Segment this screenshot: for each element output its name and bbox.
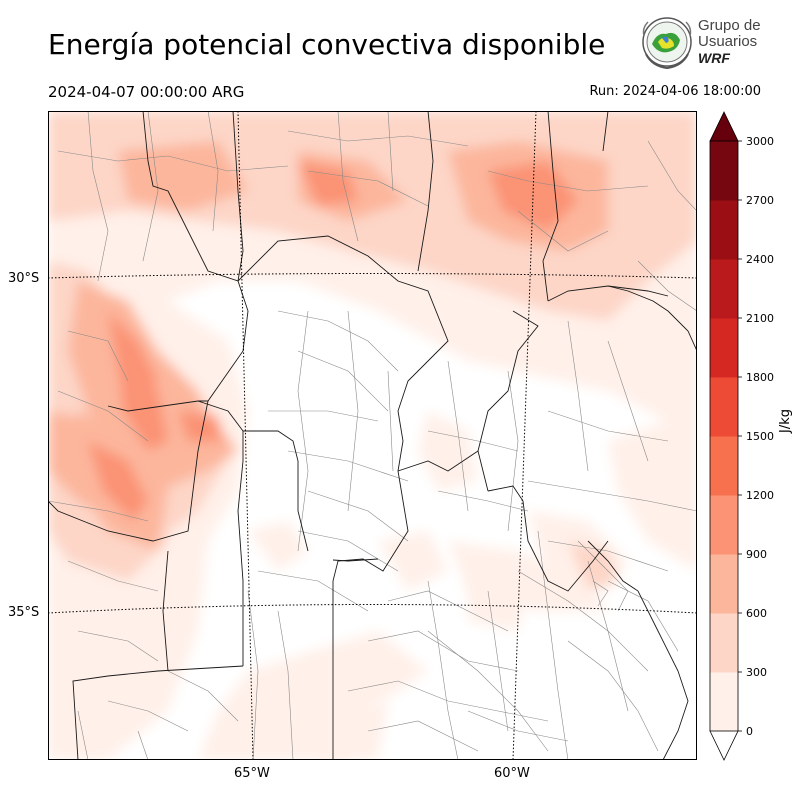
lat-label-35s: 35°S bbox=[8, 605, 40, 620]
colorbar-swatch bbox=[710, 495, 738, 555]
lon-label-60w: 60°W bbox=[494, 766, 530, 781]
colorbar-tick-label: 600 bbox=[746, 607, 767, 620]
lat-label-30s: 30°S bbox=[8, 271, 40, 286]
department-borders bbox=[48, 111, 697, 760]
colorbar-swatch bbox=[710, 318, 738, 378]
cape-shading-south bbox=[248, 511, 628, 760]
colorbar-swatch bbox=[710, 377, 738, 437]
lon-label-65w: 65°W bbox=[234, 766, 270, 781]
valid-time-label: 2024-04-07 00:00:00 ARG bbox=[48, 83, 245, 101]
logo-line-1: Grupo de bbox=[698, 17, 761, 34]
map-frame bbox=[48, 111, 697, 760]
colorbar-swatch bbox=[710, 672, 738, 732]
colorbar-tick-label: 2100 bbox=[746, 312, 774, 325]
colorbar-segments bbox=[709, 111, 739, 761]
colorbar-tick-label: 1800 bbox=[746, 371, 774, 384]
cape-map bbox=[48, 111, 697, 760]
logo-line-2: Usuarios bbox=[698, 33, 758, 50]
logo-line-3: WRF bbox=[698, 50, 730, 66]
colorbar: 0 300 600 900 1200 1500 1800 2100 2400 2700 3000 bbox=[709, 111, 774, 761]
run-time-label: Run: 2024-04-06 18:00:00 bbox=[589, 84, 761, 99]
province-borders bbox=[48, 111, 697, 760]
colorbar-swatch bbox=[710, 259, 738, 319]
colorbar-swatch bbox=[710, 200, 738, 260]
colorbar-under-arrow bbox=[709, 730, 739, 761]
graticule bbox=[48, 111, 697, 760]
colorbar-tick-label: 3000 bbox=[746, 135, 774, 148]
colorbar-swatch bbox=[710, 613, 738, 673]
colorbar-tick-label: 0 bbox=[746, 725, 753, 738]
colorbar-tick-label: 1200 bbox=[746, 489, 774, 502]
colorbar-swatch bbox=[710, 436, 738, 496]
globe-emblem-icon bbox=[642, 17, 692, 70]
colorbar-tick-label: 300 bbox=[746, 666, 767, 679]
colorbar-ticks: 0 300 600 900 1200 1500 1800 2100 2400 2700 3000 bbox=[738, 135, 774, 738]
colorbar-tick-label: 2700 bbox=[746, 194, 774, 207]
colorbar-swatch bbox=[710, 141, 738, 201]
logo-text: Grupo de Usuarios WRF bbox=[698, 17, 761, 67]
map-panel bbox=[48, 111, 697, 760]
page-title: Energía potencial convectiva disponible bbox=[48, 28, 606, 61]
colorbar-tick-label: 900 bbox=[746, 548, 767, 561]
colorbar-label: J/kg bbox=[778, 409, 793, 433]
colorbar-tick-label: 2400 bbox=[746, 253, 774, 266]
colorbar-over-arrow bbox=[709, 111, 739, 142]
colorbar-tick-label: 1500 bbox=[746, 430, 774, 443]
wrf-logo: Grupo de Usuarios WRF bbox=[638, 14, 778, 74]
colorbar-swatch bbox=[710, 554, 738, 614]
